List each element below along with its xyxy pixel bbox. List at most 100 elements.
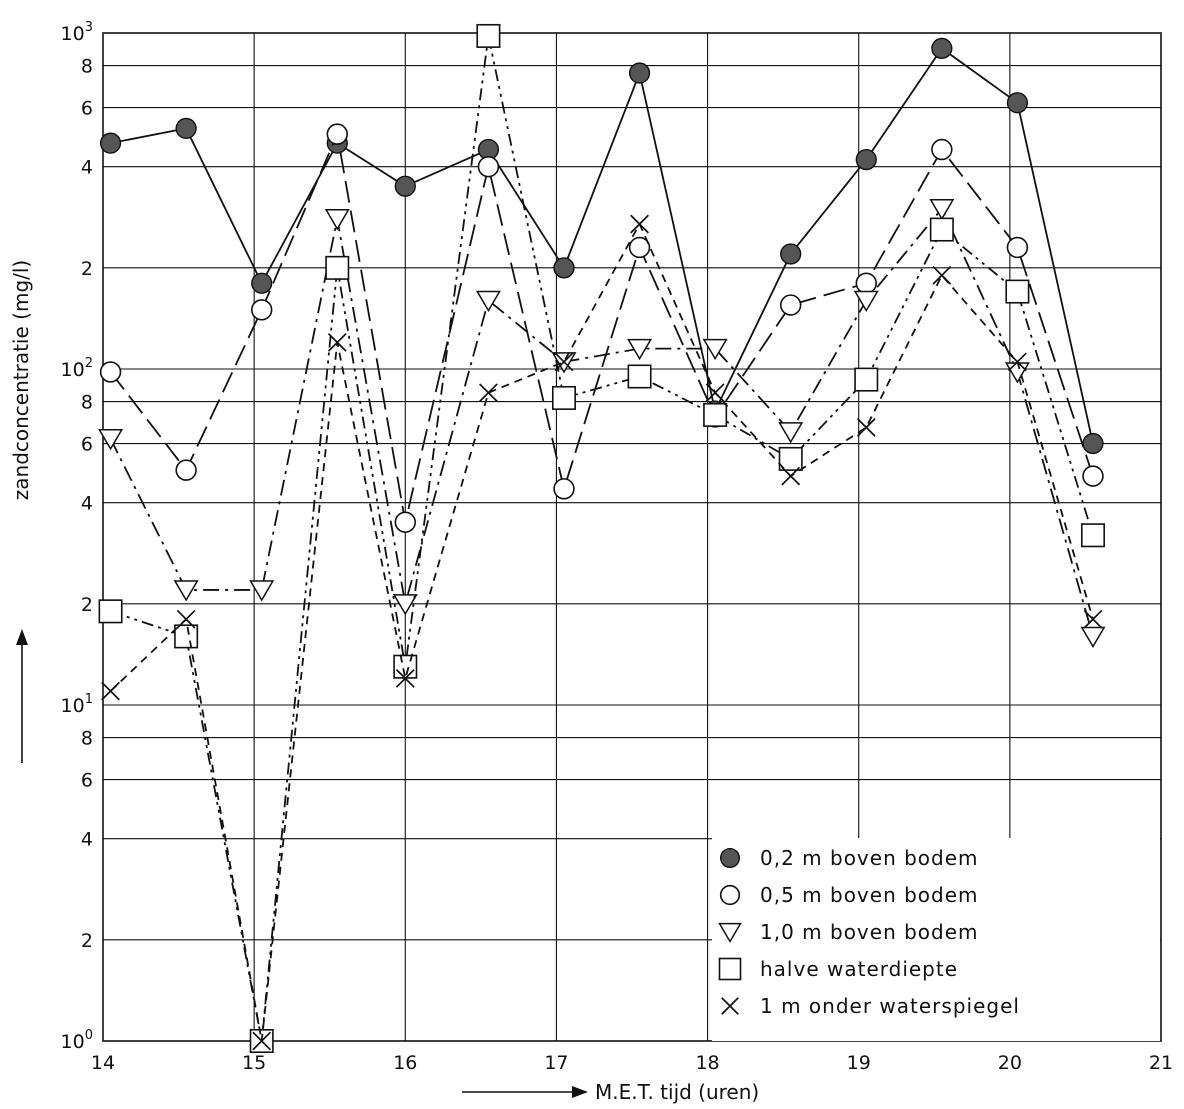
legend-label: 0,5 m boven bodem bbox=[760, 883, 979, 907]
marker-cross bbox=[781, 466, 801, 486]
y-tick-label: 2 bbox=[81, 258, 93, 280]
marker-open-circle bbox=[99, 361, 122, 383]
x-tick-label: 19 bbox=[847, 1052, 871, 1074]
marker-cross bbox=[327, 332, 347, 352]
marker-triangle-down bbox=[1080, 626, 1106, 648]
y-tick-label: 2 bbox=[81, 930, 93, 952]
marker-open-circle bbox=[250, 299, 273, 321]
marker-filled-circle bbox=[175, 117, 197, 140]
marker-open-circle bbox=[553, 478, 575, 500]
y-tick-label: 8 bbox=[81, 392, 93, 414]
y-tick-label: 2 bbox=[81, 594, 93, 616]
marker-open-square bbox=[325, 255, 350, 280]
marker-cross bbox=[554, 352, 574, 372]
marker-open-circle bbox=[1082, 465, 1104, 487]
legend-label: 1 m onder waterspiegel bbox=[760, 994, 1020, 1018]
legend-item: 0,2 m boven bodem bbox=[720, 846, 979, 870]
marker-cross bbox=[856, 418, 876, 437]
marker-filled-circle bbox=[553, 257, 575, 279]
y-tick-label: 103 bbox=[61, 20, 93, 45]
marker-filled-circle bbox=[394, 175, 416, 197]
marker-cross bbox=[395, 668, 415, 688]
marker-cross bbox=[101, 681, 120, 701]
y-tick-label: 4 bbox=[81, 829, 93, 851]
marker-open-circle bbox=[779, 294, 802, 316]
series-3 bbox=[98, 198, 1106, 648]
marker-cross bbox=[176, 609, 196, 629]
marker-open-square bbox=[778, 446, 803, 471]
marker-triangle-down bbox=[702, 338, 728, 361]
marker-open-square bbox=[718, 957, 742, 981]
y-tick-label: 6 bbox=[81, 770, 93, 792]
y-axis-title: zandconcentratie (mg/l) bbox=[9, 260, 33, 763]
marker-open-circle bbox=[855, 272, 877, 294]
grid bbox=[103, 33, 1161, 1041]
marker-filled-circle bbox=[855, 148, 877, 171]
y-tick-label: 8 bbox=[81, 728, 93, 750]
legend-item: 1 m onder waterspiegel bbox=[721, 994, 1020, 1018]
marker-open-square bbox=[98, 599, 123, 624]
marker-triangle-down bbox=[853, 290, 879, 312]
legend-label: halve waterdiepte bbox=[760, 957, 958, 981]
marker-cross bbox=[252, 1031, 272, 1051]
marker-triangle-down bbox=[778, 422, 804, 444]
series-layer bbox=[98, 23, 1106, 1054]
marker-open-circle bbox=[477, 155, 500, 178]
y-tick-label: 102 bbox=[61, 356, 93, 381]
marker-filled-circle bbox=[251, 272, 273, 294]
y-axis-title-arrow-head bbox=[16, 629, 28, 645]
y-tick-label: 4 bbox=[81, 493, 93, 515]
marker-open-square bbox=[929, 217, 954, 242]
legend-label: 0,2 m boven bodem bbox=[760, 846, 979, 870]
marker-filled-circle bbox=[931, 37, 953, 59]
marker-triangle-down bbox=[718, 922, 742, 943]
marker-cross bbox=[932, 265, 952, 285]
y-tick-label: 4 bbox=[81, 157, 93, 179]
series-line bbox=[110, 47, 1094, 444]
marker-open-square bbox=[476, 23, 501, 48]
x-tick-label: 15 bbox=[242, 1052, 266, 1074]
marker-filled-circle bbox=[1006, 92, 1029, 114]
marker-open-square bbox=[551, 385, 576, 410]
marker-filled-circle bbox=[1082, 432, 1104, 455]
axis-titles: M.E.T. tijd (uren) zandconcentratie (mg/… bbox=[9, 260, 759, 1104]
marker-cross bbox=[630, 214, 649, 234]
marker-open-square bbox=[1080, 523, 1105, 548]
marker-triangle-down bbox=[173, 580, 199, 602]
marker-filled-circle bbox=[720, 848, 741, 869]
marker-open-square bbox=[627, 364, 652, 389]
marker-triangle-down bbox=[475, 290, 501, 312]
axes: 14 15 16 17 18 19 20 21 100 2 4 6 8 101 2 4 6 8 102 2 4 6 8 103 bbox=[61, 20, 1174, 1074]
marker-triangle-down bbox=[392, 594, 418, 616]
marker-cross bbox=[721, 997, 739, 1015]
marker-open-square bbox=[854, 367, 879, 392]
marker-cross bbox=[705, 383, 725, 403]
series-2 bbox=[99, 123, 1104, 533]
legend-background bbox=[712, 838, 1160, 1041]
marker-open-circle bbox=[931, 138, 953, 161]
x-tick-label: 17 bbox=[544, 1052, 568, 1074]
marker-triangle-down bbox=[98, 429, 124, 451]
series-line bbox=[110, 35, 1094, 1042]
x-tick-label: 16 bbox=[393, 1052, 417, 1074]
legend-item: halve waterdiepte bbox=[718, 957, 958, 981]
marker-open-square bbox=[703, 402, 728, 427]
series-1 bbox=[99, 37, 1104, 455]
marker-open-circle bbox=[1006, 236, 1029, 259]
marker-open-circle bbox=[719, 884, 741, 906]
marker-triangle-down bbox=[324, 209, 350, 231]
marker-triangle-down bbox=[627, 338, 653, 361]
marker-filled-circle bbox=[628, 62, 651, 84]
x-axis-title: M.E.T. tijd (uren) bbox=[462, 1080, 759, 1104]
marker-filled-circle bbox=[780, 243, 802, 265]
legend-label: 1,0 m boven bodem bbox=[760, 920, 979, 944]
marker-triangle-down bbox=[249, 580, 275, 602]
y-tick-label: 101 bbox=[61, 692, 93, 717]
legend: 0,2 m boven bodem 0,5 m boven bodem 1,0 m … bbox=[712, 838, 1160, 1041]
series-4 bbox=[98, 23, 1105, 1054]
marker-open-circle bbox=[175, 459, 197, 481]
y-tick-label: 100 bbox=[61, 1028, 93, 1053]
marker-triangle-down bbox=[929, 198, 955, 221]
marker-open-circle bbox=[628, 236, 651, 259]
